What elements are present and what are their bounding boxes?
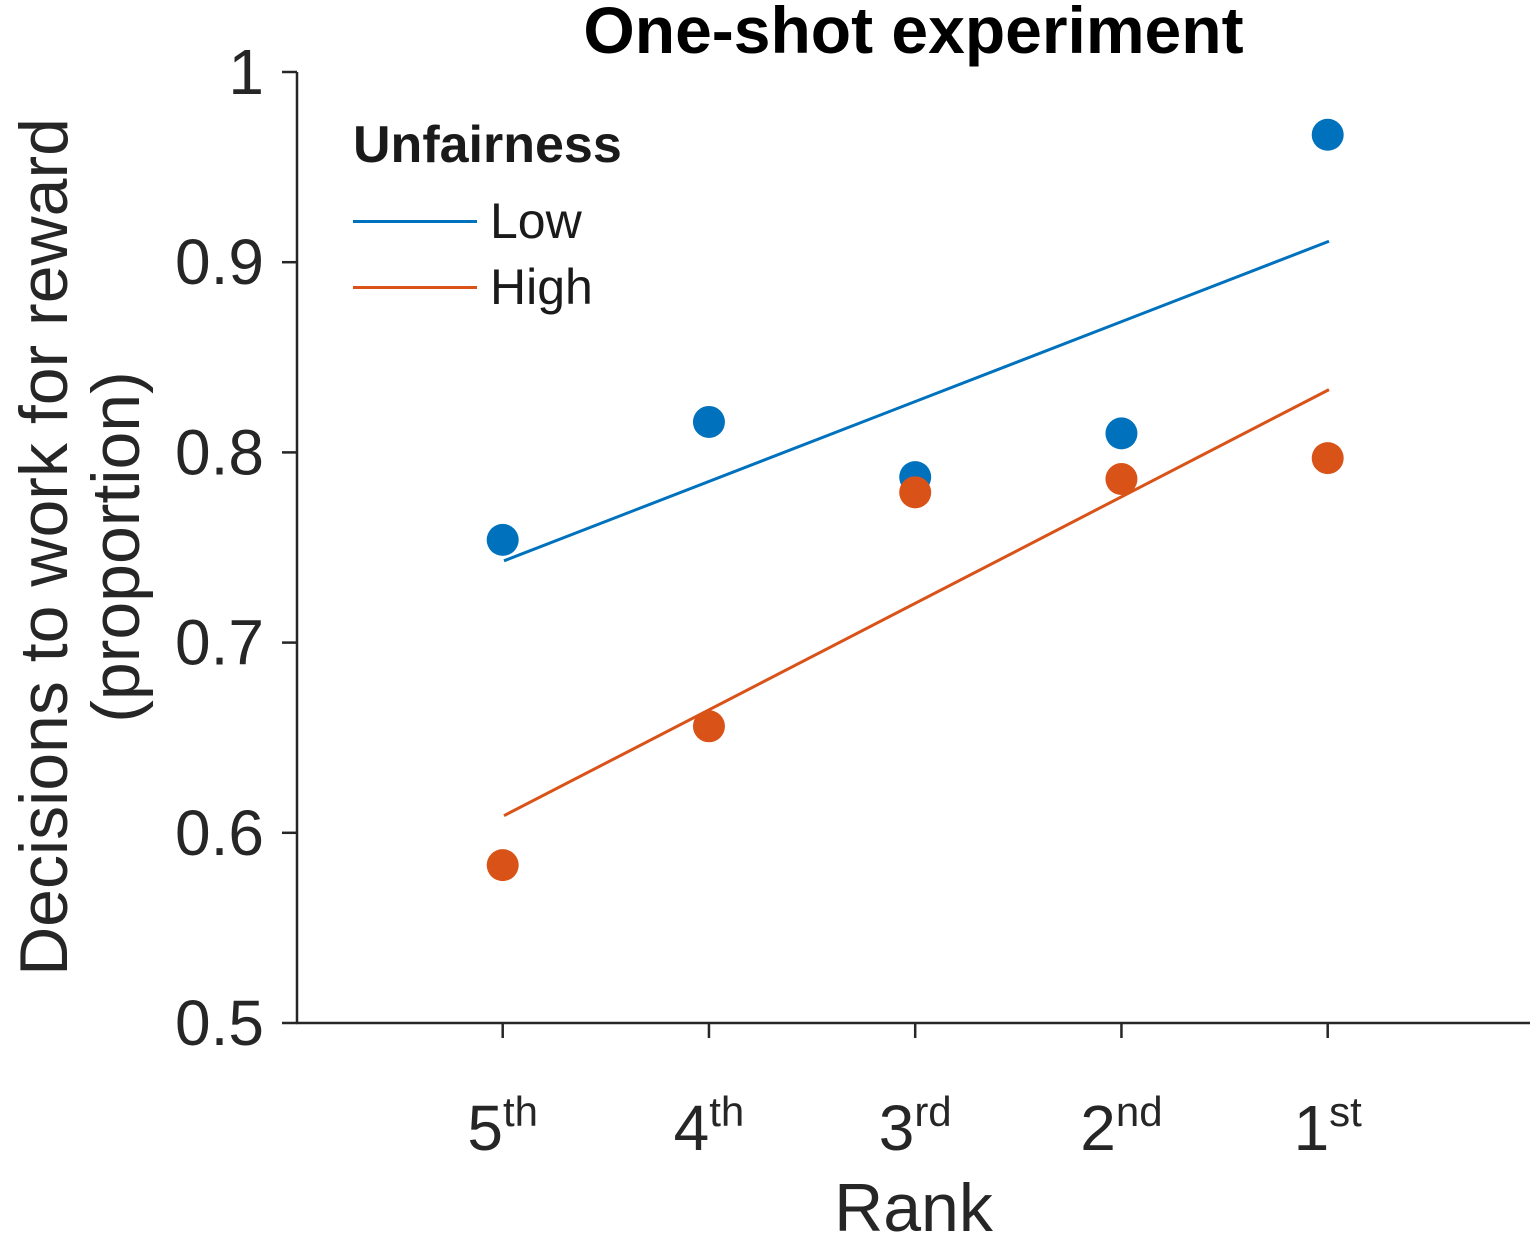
legend: Unfairness Low High: [353, 114, 622, 320]
legend-item-high: High: [353, 254, 622, 320]
legend-label-high: High: [490, 259, 593, 315]
x-tick-label: 3rd: [879, 1088, 952, 1164]
y-tick-label: 0.6: [175, 797, 264, 869]
legend-label-low: Low: [490, 193, 582, 249]
marker-high-3rd: [899, 476, 932, 509]
y-axis-label-line2: (proportion): [78, 371, 154, 723]
x-tick-label: 2nd: [1080, 1088, 1162, 1164]
marker-low-5th: [486, 523, 519, 556]
legend-swatch-high-line: [353, 285, 477, 289]
y-axis-label-line1: Decisions to work for reward: [6, 118, 82, 976]
legend-swatch-low-line: [353, 219, 477, 223]
marker-high-5th: [486, 849, 519, 882]
legend-rows: Low High: [353, 188, 622, 320]
legend-item-low: Low: [353, 188, 622, 254]
marker-high-1st: [1311, 442, 1344, 475]
marker-low-4th: [692, 405, 725, 438]
y-tick-label: 0.9: [175, 226, 264, 298]
marker-high-4th: [692, 710, 725, 743]
y-tick-label: 0.8: [175, 416, 264, 488]
x-axis-label: Rank: [834, 1170, 993, 1236]
marker-high-2nd: [1105, 463, 1138, 496]
legend-title: Unfairness: [353, 116, 622, 174]
y-axis-label: Decisions to work for reward (proportion): [6, 118, 154, 976]
marker-low-2nd: [1105, 417, 1138, 450]
y-tick-label: 0.5: [175, 987, 264, 1059]
trend-line-high: [503, 388, 1330, 818]
y-tick-label: 1: [228, 36, 264, 108]
chart-title: One-shot experiment: [583, 0, 1244, 67]
trend-line-low: [503, 239, 1330, 563]
x-tick-label: 5th: [467, 1088, 538, 1164]
x-tick-label: 1st: [1294, 1088, 1363, 1164]
x-tick-label: 4th: [674, 1088, 745, 1164]
marker-low-1st: [1311, 118, 1344, 151]
y-tick-label: 0.7: [175, 607, 264, 679]
